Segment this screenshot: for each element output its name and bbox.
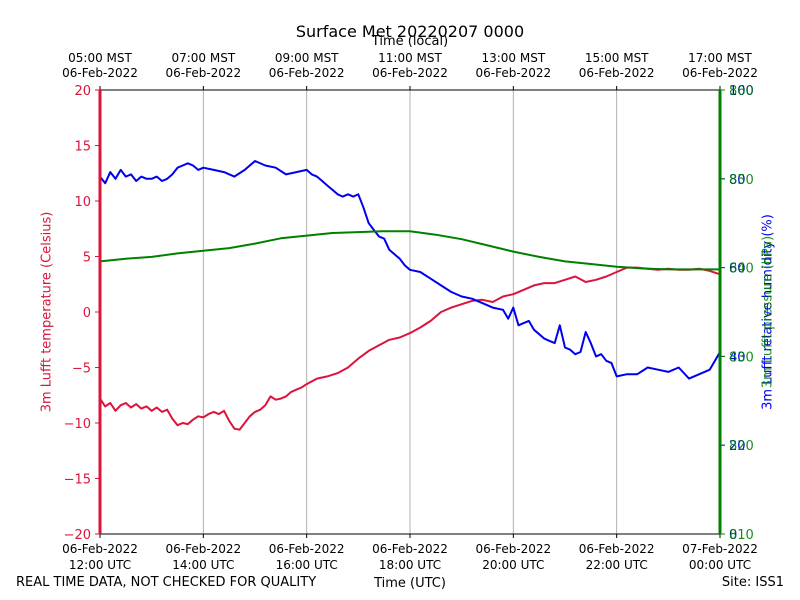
x-tick-label-bottom: 12:00 UTC [69, 558, 131, 572]
pressure-tick-label: 830 [729, 350, 754, 365]
x-tick-label-top: 15:00 MST [585, 51, 649, 65]
x-tick-label-top: 11:00 MST [378, 51, 442, 65]
x-tick-label-top: 06-Feb-2022 [682, 66, 758, 80]
top-axis-label: Time (local) [371, 34, 449, 49]
rh-tick-label: 20 [729, 439, 746, 454]
rh-tick-label: 0 [729, 528, 737, 543]
x-tick-label-bottom: 00:00 UTC [689, 558, 751, 572]
x-tick-label-bottom: 06-Feb-2022 [269, 542, 345, 556]
x-tick-label-bottom: 06-Feb-2022 [579, 542, 655, 556]
x-tick-label-top: 05:00 MST [68, 51, 132, 65]
x-tick-label-bottom: 06-Feb-2022 [62, 542, 138, 556]
left-tick-label: 15 [74, 140, 91, 155]
left-tick-label: 10 [74, 195, 91, 210]
left-tick-label: −10 [64, 417, 91, 432]
x-tick-label-top: 06-Feb-2022 [579, 66, 655, 80]
x-tick-label-top: 06-Feb-2022 [269, 66, 345, 80]
pressure-tick-label: 840 [729, 262, 754, 277]
x-tick-label-top: 06-Feb-2022 [475, 66, 551, 80]
x-tick-label-bottom: 07-Feb-2022 [682, 542, 758, 556]
chart-title: Surface Met 20220207 0000 [295, 22, 525, 41]
pressure-tick-label: 820 [729, 439, 754, 454]
bottom-axis-label: Time (UTC) [374, 576, 446, 591]
rh-tick-label: 80 [729, 173, 746, 188]
x-tick-label-bottom: 22:00 UTC [586, 558, 648, 572]
rh-tick-label: 60 [729, 262, 746, 277]
pressure-axis-label: 3m Lufft pressure (hPa) [760, 235, 776, 389]
left-tick-label: −15 [64, 473, 91, 488]
x-tick-label-bottom: 14:00 UTC [172, 558, 234, 572]
axis-layer: 06-Feb-2022 12:00 UTC 06-Feb-2022 14:00 UTC… [62, 51, 758, 572]
x-tick-label-top: 13:00 MST [481, 51, 545, 65]
grid-layer [202, 90, 618, 534]
site-label: Site: ISS1 [721, 575, 784, 590]
left-tick-label: 5 [83, 251, 91, 266]
x-tick-label-top: 06-Feb-2022 [62, 66, 138, 80]
x-tick-label-bottom: 06-Feb-2022 [165, 542, 241, 556]
x-tick-label-bottom: 18:00 UTC [379, 558, 441, 572]
left-tick-label: 0 [83, 306, 91, 321]
series-line-pressure [99, 230, 720, 271]
rh-tick-label: 100 [729, 84, 754, 99]
x-tick-label-bottom: 20:00 UTC [482, 558, 544, 572]
left-axis-label: 3m Lufft temperature (Celsius) [39, 211, 55, 413]
x-tick-label-top: 07:00 MST [171, 51, 235, 65]
rh-tick-label: 40 [729, 350, 746, 365]
pressure-tick-label: 850 [729, 173, 754, 188]
x-tick-label-bottom: 06-Feb-2022 [372, 542, 448, 556]
pressure-tick-label: 860 [729, 84, 754, 99]
x-tick-label-bottom: 06-Feb-2022 [475, 542, 551, 556]
pressure-tick-label: 810 [729, 528, 754, 543]
x-tick-label-top: 09:00 MST [275, 51, 339, 65]
left-tick-label: 20 [74, 84, 91, 99]
x-tick-label-top: 06-Feb-2022 [372, 66, 448, 80]
series-line-temperature [99, 266, 721, 431]
left-tick-label: −5 [72, 362, 91, 377]
series-layer [99, 160, 721, 431]
series-line-relative-humidity [99, 160, 721, 380]
quality-disclaimer: REAL TIME DATA, NOT CHECKED FOR QUALITY [16, 575, 317, 590]
left-tick-label: −20 [64, 528, 91, 543]
x-tick-label-bottom: 16:00 UTC [276, 558, 338, 572]
x-tick-label-top: 06-Feb-2022 [165, 66, 241, 80]
x-tick-label-top: 17:00 MST [688, 51, 752, 65]
